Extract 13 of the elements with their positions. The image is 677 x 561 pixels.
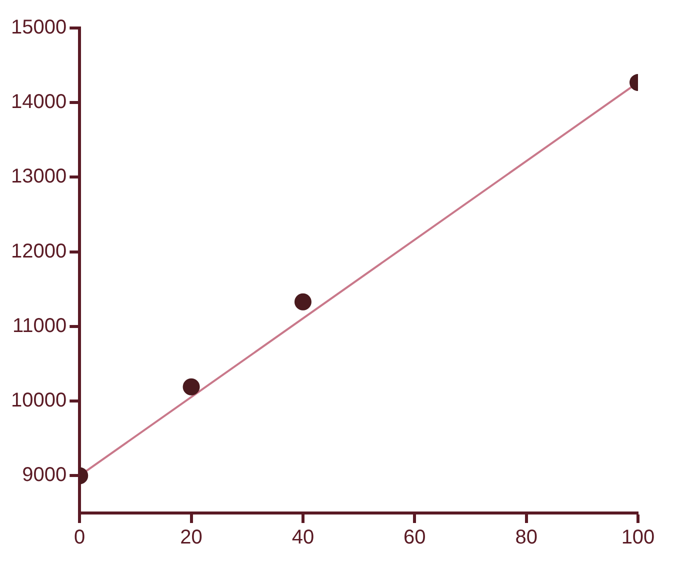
y-tick-label: 14000 [10,91,67,114]
y-tick-label: 13000 [10,166,67,188]
y-tick-label: 15000 [10,16,67,39]
y-tick-label: 11000 [12,314,67,337]
x-tick-label: 20 [180,526,202,549]
x-tick-label: 80 [515,526,538,549]
y-tick-label: 12000 [10,240,67,262]
x-tick-label: 100 [621,526,655,549]
y-tick-label: 9000 [22,464,67,486]
y-tick-label: 10000 [10,390,67,412]
x-tick-label: 40 [292,526,314,549]
x-tick-label: 0 [74,526,86,549]
x-tick-label: 60 [404,526,426,549]
